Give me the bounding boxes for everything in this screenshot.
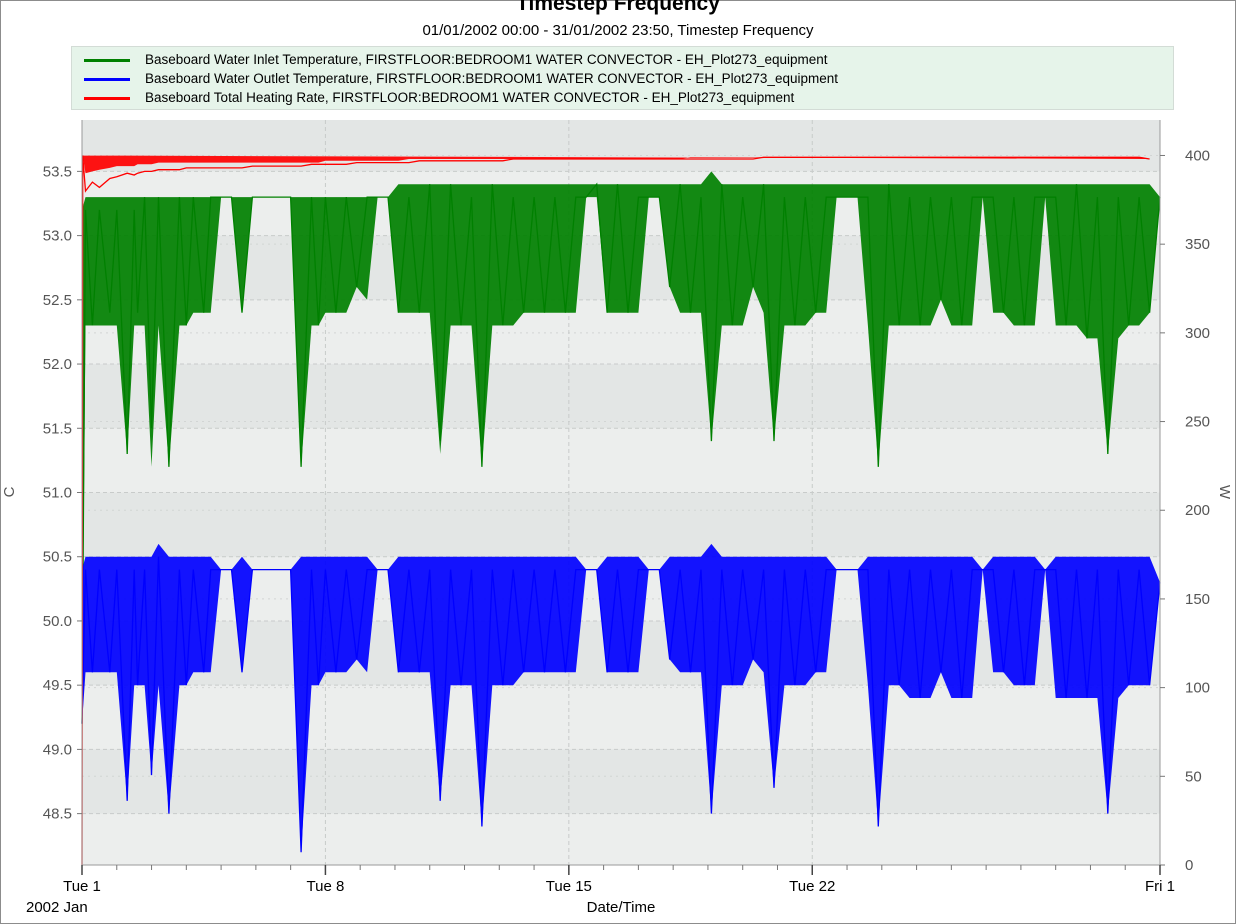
x-tick-label: Tue 22 bbox=[789, 878, 835, 895]
y-tick-label-left: 52.5 bbox=[43, 292, 72, 309]
legend-swatch-heating-rate bbox=[84, 97, 130, 100]
x-tick-label: Tue 1 bbox=[63, 878, 101, 895]
y-tick-label-right: 250 bbox=[1185, 414, 1210, 431]
y-tick-label-left: 49.5 bbox=[43, 677, 72, 694]
x-axis-year-label: 2002 Jan bbox=[26, 899, 88, 916]
chart-title: Timestep Frequency bbox=[516, 0, 720, 15]
axes: 48.5 49.0 49.5 50.0 50.5 51.0 51.5 52.0 52.5 53.0… bbox=[43, 120, 1210, 895]
y-tick-label-left: 50.5 bbox=[43, 549, 72, 566]
x-tick-label: Tue 8 bbox=[307, 878, 345, 895]
series-layer bbox=[81, 155, 1161, 866]
x-axis-title: Date/Time bbox=[587, 899, 656, 916]
y-tick-label-right: 0 bbox=[1185, 857, 1193, 874]
y-tick-label-left: 53.0 bbox=[43, 228, 72, 245]
y-tick-label-right: 350 bbox=[1185, 236, 1210, 253]
y-tick-label-right: 400 bbox=[1185, 147, 1210, 164]
series-line-outlet bbox=[81, 556, 1161, 853]
legend-swatch-inlet bbox=[84, 59, 130, 62]
y-tick-label-right: 50 bbox=[1185, 768, 1202, 785]
y-tick-label-left: 51.5 bbox=[43, 420, 72, 437]
plot-band bbox=[82, 364, 1160, 429]
y-tick-label-right: 300 bbox=[1185, 325, 1210, 342]
series-envelope-outlet bbox=[82, 543, 1160, 853]
legend-label-heating-rate: Baseboard Total Heating Rate, FIRSTFLOOR… bbox=[145, 90, 795, 105]
plot-band bbox=[82, 492, 1160, 557]
x-tick-label: Tue 15 bbox=[546, 878, 592, 895]
legend-item-outlet: Baseboard Water Outlet Temperature, FIRS… bbox=[72, 69, 1172, 89]
series-envelope-heating-rate bbox=[82, 155, 1150, 174]
legend-label-inlet: Baseboard Water Inlet Temperature, FIRST… bbox=[145, 52, 828, 67]
legend-item-inlet: Baseboard Water Inlet Temperature, FIRST… bbox=[72, 50, 1172, 70]
legend: Baseboard Water Inlet Temperature, FIRST… bbox=[71, 46, 1174, 110]
y-tick-label-right: 150 bbox=[1185, 591, 1210, 608]
y-tick-label-left: 52.0 bbox=[43, 356, 72, 373]
x-tick-label: Fri 1 bbox=[1145, 878, 1175, 895]
y-tick-label-left: 49.0 bbox=[43, 741, 72, 758]
series-line-inlet bbox=[81, 182, 1161, 724]
legend-item-heating-rate: Baseboard Total Heating Rate, FIRSTFLOOR… bbox=[72, 88, 1172, 108]
y-tick-label-left: 51.0 bbox=[43, 485, 72, 502]
y-axis-left-title: C bbox=[1, 486, 18, 497]
y-tick-label-left: 53.5 bbox=[43, 163, 72, 180]
y-tick-label-right: 100 bbox=[1185, 680, 1210, 697]
y-axis-right-title: W bbox=[1216, 485, 1233, 500]
y-tick-label-left: 50.0 bbox=[43, 613, 72, 630]
legend-label-outlet: Baseboard Water Outlet Temperature, FIRS… bbox=[145, 71, 838, 86]
chart-subtitle: 01/01/2002 00:00 - 31/01/2002 23:50, Tim… bbox=[422, 22, 814, 39]
series-line-heating-rate bbox=[81, 155, 1150, 866]
plot-band bbox=[82, 120, 1160, 172]
legend-swatch-outlet bbox=[84, 78, 130, 81]
series-envelope-inlet bbox=[82, 171, 1160, 724]
plot-band bbox=[82, 749, 1160, 814]
y-tick-label-right: 200 bbox=[1185, 502, 1210, 519]
plot-bands bbox=[82, 120, 1160, 814]
y-tick-label-left: 48.5 bbox=[43, 806, 72, 823]
